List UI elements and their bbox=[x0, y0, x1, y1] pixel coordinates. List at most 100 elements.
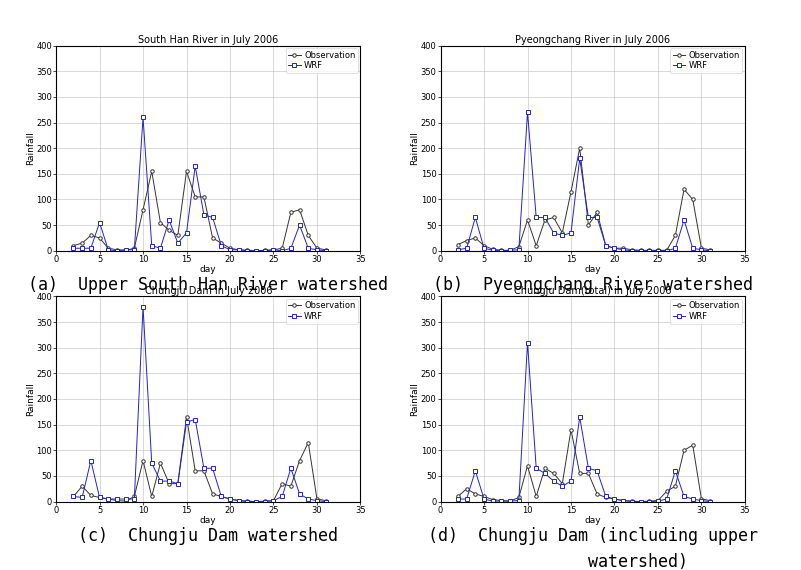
Legend: Observation, WRF: Observation, WRF bbox=[286, 299, 358, 324]
Text: (c)  Chungju Dam watershed: (c) Chungju Dam watershed bbox=[78, 527, 338, 545]
WRF bbox=[670, 467, 680, 474]
Observation bbox=[540, 217, 549, 223]
WRF bbox=[462, 245, 472, 251]
WRF bbox=[697, 246, 706, 253]
Observation bbox=[653, 497, 662, 504]
X-axis label: day: day bbox=[200, 266, 216, 274]
Observation bbox=[86, 492, 95, 499]
Observation bbox=[645, 498, 654, 504]
WRF bbox=[260, 498, 270, 505]
WRF bbox=[636, 498, 646, 505]
WRF bbox=[112, 496, 122, 503]
Observation bbox=[488, 496, 497, 503]
Observation bbox=[173, 232, 183, 239]
Observation bbox=[706, 497, 715, 504]
Observation bbox=[295, 206, 304, 213]
Observation bbox=[497, 497, 506, 504]
Observation bbox=[139, 206, 148, 213]
WRF bbox=[645, 498, 654, 505]
WRF bbox=[531, 465, 541, 472]
Legend: Observation, WRF: Observation, WRF bbox=[670, 299, 743, 324]
Y-axis label: Rainfall: Rainfall bbox=[410, 382, 419, 416]
WRF bbox=[321, 247, 331, 254]
WRF bbox=[121, 496, 131, 503]
Observation bbox=[549, 470, 558, 477]
WRF bbox=[453, 246, 463, 253]
Title: South Han River in July 2006: South Han River in July 2006 bbox=[138, 35, 279, 45]
Observation bbox=[514, 494, 524, 501]
Line: Observation: Observation bbox=[457, 428, 712, 503]
WRF bbox=[653, 498, 662, 504]
WRF bbox=[277, 493, 287, 500]
WRF bbox=[575, 155, 585, 162]
WRF bbox=[243, 498, 252, 505]
WRF bbox=[147, 242, 156, 249]
Observation bbox=[688, 196, 698, 203]
Observation bbox=[575, 470, 585, 477]
WRF bbox=[252, 247, 261, 254]
WRF bbox=[295, 222, 304, 229]
Observation bbox=[670, 232, 680, 239]
WRF bbox=[86, 245, 95, 251]
Observation bbox=[155, 459, 165, 466]
Observation bbox=[321, 497, 331, 504]
Observation bbox=[147, 168, 156, 174]
Observation bbox=[277, 480, 287, 487]
WRF bbox=[155, 245, 165, 251]
Observation bbox=[139, 457, 148, 464]
WRF bbox=[549, 478, 558, 484]
WRF bbox=[191, 416, 200, 423]
Observation bbox=[191, 467, 200, 474]
WRF bbox=[207, 214, 217, 221]
Observation bbox=[121, 498, 131, 504]
WRF bbox=[182, 418, 191, 425]
Observation bbox=[645, 247, 654, 254]
WRF bbox=[453, 496, 463, 503]
Observation bbox=[199, 193, 209, 200]
Observation bbox=[286, 209, 296, 215]
WRF bbox=[243, 247, 252, 254]
Observation bbox=[470, 490, 480, 497]
Observation bbox=[252, 247, 261, 254]
Observation bbox=[462, 486, 472, 492]
WRF bbox=[78, 245, 87, 251]
Legend: Observation, WRF: Observation, WRF bbox=[670, 48, 743, 73]
Observation bbox=[514, 243, 524, 250]
Observation bbox=[286, 483, 296, 490]
Title: Chungju Dam in July 2006: Chungju Dam in July 2006 bbox=[144, 286, 272, 296]
WRF bbox=[688, 245, 698, 251]
WRF bbox=[540, 214, 549, 221]
Line: WRF: WRF bbox=[457, 341, 712, 503]
Observation bbox=[688, 442, 698, 449]
WRF bbox=[610, 245, 619, 251]
WRF bbox=[618, 246, 628, 253]
Observation bbox=[277, 245, 287, 251]
WRF bbox=[566, 229, 576, 236]
Observation bbox=[216, 239, 226, 246]
X-axis label: day: day bbox=[585, 266, 601, 274]
WRF bbox=[304, 245, 313, 251]
Observation bbox=[653, 247, 662, 254]
WRF bbox=[268, 246, 278, 253]
Line: WRF: WRF bbox=[72, 305, 328, 503]
WRF bbox=[252, 498, 261, 505]
Observation bbox=[260, 498, 270, 504]
WRF bbox=[505, 247, 515, 254]
Observation bbox=[592, 490, 602, 497]
Observation bbox=[540, 465, 549, 472]
Observation bbox=[523, 217, 533, 223]
WRF bbox=[304, 496, 313, 503]
Observation bbox=[453, 241, 463, 248]
Observation bbox=[697, 496, 706, 503]
Observation bbox=[225, 496, 235, 503]
WRF bbox=[497, 247, 506, 254]
WRF bbox=[627, 247, 637, 254]
Observation bbox=[601, 494, 610, 501]
WRF bbox=[514, 497, 524, 504]
Observation bbox=[312, 245, 322, 251]
Observation bbox=[679, 447, 689, 454]
Observation bbox=[191, 193, 200, 200]
Observation bbox=[505, 247, 515, 254]
Observation bbox=[706, 246, 715, 253]
WRF bbox=[216, 242, 226, 249]
